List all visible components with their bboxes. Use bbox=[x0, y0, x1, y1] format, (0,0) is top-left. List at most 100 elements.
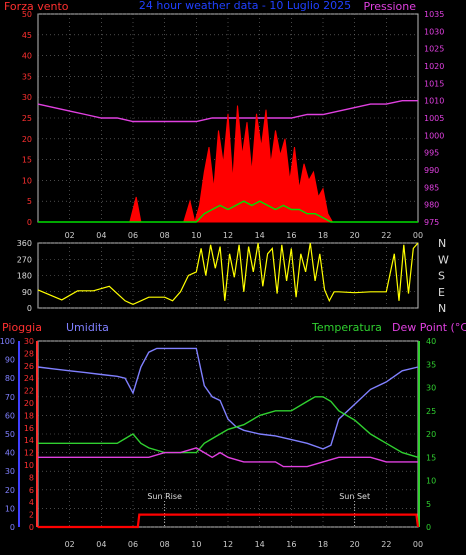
x-tick-label: 14 bbox=[255, 540, 265, 549]
wind-direction-series bbox=[37, 242, 419, 306]
dew-series bbox=[38, 447, 418, 468]
x-tick-label: 12 bbox=[223, 231, 233, 240]
temperature-tick-label: 20 bbox=[426, 430, 436, 439]
pressure-axis-title: Pressione bbox=[364, 0, 417, 13]
compass-label: W bbox=[438, 253, 449, 266]
humidity-tick-label: 80 bbox=[5, 374, 15, 383]
x-tick-label: 18 bbox=[318, 540, 328, 549]
humidity-temperature-panel: 0102030405060708090100024681012141618202… bbox=[0, 337, 436, 549]
temperature-tick-label: 10 bbox=[426, 477, 436, 486]
rain-tick-label: 0 bbox=[29, 523, 34, 532]
wind-tick-label: 30 bbox=[22, 93, 32, 102]
x-tick-label: 06 bbox=[128, 540, 138, 549]
sun-marker-label: Sun Rise bbox=[147, 492, 182, 501]
rain-tick-label: 18 bbox=[24, 411, 34, 420]
x-tick-label: 20 bbox=[350, 540, 360, 549]
x-tick-label: 16 bbox=[286, 540, 296, 549]
pressure-tick-label: 1015 bbox=[424, 79, 444, 88]
x-tick-label: 10 bbox=[191, 231, 201, 240]
humidity-tick-label: 60 bbox=[5, 411, 15, 420]
wind-tick-label: 45 bbox=[22, 31, 32, 40]
wind-tick-label: 15 bbox=[22, 156, 32, 165]
wind-tick-label: 10 bbox=[22, 176, 32, 185]
direction-tick-label: 270 bbox=[17, 255, 32, 264]
wind-tick-label: 20 bbox=[22, 135, 32, 144]
x-tick-label: 00 bbox=[413, 540, 423, 549]
temperature-tick-label: 5 bbox=[426, 500, 431, 509]
direction-tick-label: 90 bbox=[22, 288, 32, 297]
temperature-tick-label: 35 bbox=[426, 360, 436, 369]
humidity-tick-label: 50 bbox=[5, 430, 15, 439]
direction-tick-label: 180 bbox=[17, 272, 32, 281]
dew-axis-title: Dew Point (°C) bbox=[392, 321, 466, 334]
x-tick-label: 08 bbox=[160, 540, 170, 549]
rain-series bbox=[38, 513, 420, 529]
x-tick-label: 22 bbox=[381, 540, 391, 549]
rain-axis-title: Pioggia bbox=[2, 321, 42, 334]
sun-marker-label: Sun Set bbox=[339, 492, 370, 501]
chart-title: 24 hour weather data - 10 Luglio 2025 bbox=[139, 0, 351, 12]
rain-tick-label: 8 bbox=[29, 473, 34, 482]
temperature-tick-label: 25 bbox=[426, 407, 436, 416]
wind-pressure-panel: 0510152025303540455097598098599099510001… bbox=[22, 10, 445, 240]
x-tick-label: 06 bbox=[128, 231, 138, 240]
humidity-tick-label: 20 bbox=[5, 486, 15, 495]
temperature-axis-title: Temperatura bbox=[311, 321, 382, 334]
compass-label: E bbox=[438, 286, 445, 299]
x-tick-label: 20 bbox=[350, 231, 360, 240]
rain-tick-label: 2 bbox=[29, 511, 34, 520]
x-tick-label: 18 bbox=[318, 231, 328, 240]
pressure-tick-label: 1035 bbox=[424, 10, 444, 19]
humidity-tick-label: 30 bbox=[5, 467, 15, 476]
x-tick-label: 12 bbox=[223, 540, 233, 549]
rain-tick-label: 4 bbox=[29, 498, 34, 507]
x-tick-label: 14 bbox=[255, 231, 265, 240]
x-tick-label: 00 bbox=[413, 231, 423, 240]
rain-tick-label: 28 bbox=[24, 349, 34, 358]
rain-tick-label: 30 bbox=[24, 337, 34, 346]
compass-label: S bbox=[438, 270, 445, 283]
x-tick-label: 08 bbox=[160, 231, 170, 240]
pressure-tick-label: 995 bbox=[424, 149, 439, 158]
pressure-tick-label: 1005 bbox=[424, 114, 444, 123]
humidity-axis-title: Umidita bbox=[66, 321, 109, 334]
rain-tick-label: 6 bbox=[29, 486, 34, 495]
wind-speed-series bbox=[38, 105, 418, 223]
x-tick-label: 22 bbox=[381, 231, 391, 240]
pressure-tick-label: 990 bbox=[424, 166, 439, 175]
temperature-tick-label: 30 bbox=[426, 384, 436, 393]
wind-tick-label: 25 bbox=[22, 114, 32, 123]
wind-tick-label: 50 bbox=[22, 10, 32, 19]
x-tick-label: 04 bbox=[96, 540, 106, 549]
pressure-tick-label: 985 bbox=[424, 183, 439, 192]
x-tick-label: 16 bbox=[286, 231, 296, 240]
rain-tick-label: 12 bbox=[24, 449, 34, 458]
temperature-series bbox=[38, 396, 419, 458]
temperature-tick-label: 40 bbox=[426, 337, 436, 346]
humidity-tick-label: 0 bbox=[10, 523, 15, 532]
humidity-tick-label: 70 bbox=[5, 393, 15, 402]
temperature-tick-label: 0 bbox=[426, 523, 431, 532]
pressure-tick-label: 975 bbox=[424, 218, 439, 227]
rain-tick-label: 22 bbox=[24, 387, 34, 396]
compass-label: N bbox=[438, 237, 446, 250]
humidity-tick-label: 100 bbox=[0, 337, 15, 346]
humidity-tick-label: 40 bbox=[5, 449, 15, 458]
rain-tick-label: 14 bbox=[24, 436, 34, 445]
rain-tick-label: 10 bbox=[24, 461, 34, 470]
humidity-tick-label: 10 bbox=[5, 504, 15, 513]
pressure-tick-label: 1025 bbox=[424, 45, 444, 54]
wind-tick-label: 5 bbox=[27, 197, 32, 206]
pressure-tick-label: 1010 bbox=[424, 97, 444, 106]
direction-tick-label: 0 bbox=[27, 304, 32, 313]
pressure-tick-label: 1020 bbox=[424, 62, 444, 71]
x-tick-label: 02 bbox=[65, 231, 75, 240]
x-tick-label: 10 bbox=[191, 540, 201, 549]
rain-tick-label: 24 bbox=[24, 374, 34, 383]
pressure-tick-label: 1030 bbox=[424, 27, 444, 36]
wind-gust-series bbox=[38, 200, 418, 223]
x-tick-label: 02 bbox=[65, 540, 75, 549]
wind-axis-title: Forza vento bbox=[4, 0, 69, 13]
